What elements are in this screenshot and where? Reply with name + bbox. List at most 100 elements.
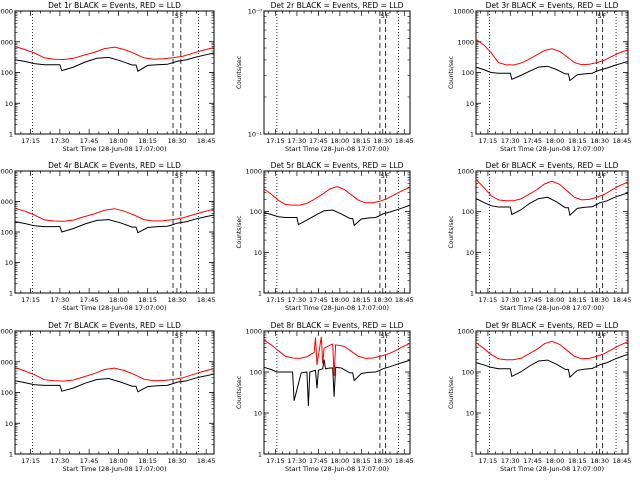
series-line-events bbox=[263, 204, 411, 227]
x-tick-label: 18:15 bbox=[568, 296, 587, 304]
annotation-s: S bbox=[598, 333, 602, 340]
y-tick-label: 1 bbox=[258, 290, 262, 298]
y-tick-label: 10000 bbox=[0, 168, 13, 176]
x-tick-label: 18:45 bbox=[613, 457, 632, 465]
series-line-lld bbox=[14, 207, 215, 222]
y-tick-label: 1000 bbox=[457, 38, 474, 46]
y-tick-label: 1 bbox=[9, 451, 13, 459]
x-tick-label: 18:15 bbox=[352, 457, 371, 465]
y-tick-label: 1 bbox=[9, 290, 13, 298]
chart-title: Det 4r BLACK = Events, RED = LLD bbox=[48, 161, 181, 170]
x-tick-label: 17:45 bbox=[523, 457, 542, 465]
annotation-f: F bbox=[386, 333, 390, 340]
x-tick-label: 17:45 bbox=[80, 296, 99, 304]
y-tick-label: 10 bbox=[466, 249, 474, 257]
x-axis-label: Start Time (28-Jun-08 17:07:00) bbox=[63, 465, 167, 473]
y-tick-label: 10⁻⁰ bbox=[248, 8, 263, 16]
annotation-s: S bbox=[175, 13, 179, 20]
x-tick-label: 17:15 bbox=[266, 137, 285, 145]
chart-panel-4: Det 4r BLACK = Events, RED = LLD 1 10 100 10… bbox=[0, 161, 216, 312]
chart-title: Det 5r BLACK = Events, RED = LLD bbox=[271, 161, 404, 170]
chart-title: Det 6r BLACK = Events, RED = LLD bbox=[486, 161, 619, 170]
series-line-events bbox=[14, 52, 215, 72]
x-tick-label: 18:45 bbox=[395, 137, 414, 145]
x-tick-label: 18:45 bbox=[197, 457, 216, 465]
series-line-lld bbox=[475, 38, 629, 66]
plot-frame bbox=[475, 170, 629, 294]
x-tick-label: 18:15 bbox=[352, 137, 371, 145]
x-tick-label: 18:15 bbox=[138, 137, 157, 145]
y-axis-label: Counts/sec bbox=[236, 56, 243, 89]
x-tick-label: 17:45 bbox=[80, 137, 99, 145]
chart-panel-9: Det 9r BLACK = Events, RED = LLD 1 10 100 10… bbox=[448, 321, 631, 473]
x-tick-label: 18:45 bbox=[197, 137, 216, 145]
chart-title: Det 7r BLACK = Events, RED = LLD bbox=[48, 321, 181, 330]
x-tick-label: 18:30 bbox=[168, 457, 187, 465]
annotation-s: S bbox=[175, 333, 179, 340]
y-axis-label: Counts/sec bbox=[236, 215, 243, 248]
chart-title: Det 3r BLACK = Events, RED = LLD bbox=[486, 1, 619, 10]
x-axis-label: Start Time (28-Jun-08 17:07:00) bbox=[285, 304, 389, 312]
y-tick-label: 100 bbox=[1, 389, 13, 397]
series-line-events bbox=[475, 353, 629, 379]
x-tick-label: 18:00 bbox=[330, 137, 349, 145]
annotation-f: F bbox=[603, 173, 607, 180]
x-tick-label: 18:30 bbox=[168, 137, 187, 145]
y-tick-label: 10 bbox=[5, 100, 13, 108]
x-tick-label: 17:30 bbox=[501, 457, 520, 465]
x-tick-label: 17:30 bbox=[51, 296, 70, 304]
x-tick-label: 18:15 bbox=[352, 296, 371, 304]
y-tick-label: 10000 bbox=[0, 328, 13, 336]
chart-title: Det 2r BLACK = Events, RED = LLD bbox=[271, 1, 404, 10]
chart-panel-3: Det 3r BLACK = Events, RED = LLD 1 10 100 10… bbox=[448, 1, 631, 153]
annotation-s: S bbox=[381, 13, 385, 20]
annotation-s: S bbox=[598, 13, 602, 20]
x-tick-label: 18:45 bbox=[197, 296, 216, 304]
chart-title: Det 1r BLACK = Events, RED = LLD bbox=[48, 1, 181, 10]
x-axis-label: Start Time (28-Jun-08 17:07:00) bbox=[285, 465, 389, 473]
x-tick-label: 17:30 bbox=[51, 137, 70, 145]
y-tick-label: 100 bbox=[250, 369, 262, 377]
x-tick-label: 18:15 bbox=[138, 457, 157, 465]
x-tick-label: 17:15 bbox=[21, 457, 40, 465]
series-line-lld bbox=[263, 186, 411, 206]
x-tick-label: 17:15 bbox=[479, 296, 498, 304]
plot-frame bbox=[263, 10, 411, 135]
y-tick-label: 10 bbox=[5, 259, 13, 267]
x-tick-label: 17:45 bbox=[80, 457, 99, 465]
x-tick-label: 18:00 bbox=[109, 457, 128, 465]
plot-frame bbox=[14, 170, 215, 294]
plot-frame bbox=[263, 330, 411, 455]
y-tick-label: 10 bbox=[5, 420, 13, 428]
x-tick-label: 17:15 bbox=[479, 137, 498, 145]
plot-frame bbox=[475, 330, 629, 455]
x-tick-label: 17:15 bbox=[21, 296, 40, 304]
chart-panel-6: Det 6r BLACK = Events, RED = LLD 1 10 100 10… bbox=[448, 161, 631, 312]
series-line-lld bbox=[14, 46, 215, 61]
x-tick-label: 18:00 bbox=[109, 137, 128, 145]
annotation-s: S bbox=[381, 173, 385, 180]
x-tick-label: 17:15 bbox=[479, 457, 498, 465]
x-axis-label: Start Time (28-Jun-08 17:07:00) bbox=[63, 145, 167, 153]
series-line-lld bbox=[475, 179, 629, 202]
y-tick-label: 100 bbox=[1, 69, 13, 77]
x-axis-label: Start Time (28-Jun-08 17:07:00) bbox=[63, 304, 167, 312]
y-axis-label: Counts/sec bbox=[448, 215, 455, 248]
y-tick-label: 1000 bbox=[245, 328, 262, 336]
plot-frame bbox=[14, 330, 215, 455]
y-tick-label: 100 bbox=[462, 369, 474, 377]
chart-title: Det 9r BLACK = Events, RED = LLD bbox=[486, 321, 619, 330]
y-tick-label: 1000 bbox=[457, 168, 474, 176]
chart-title: Det 8r BLACK = Events, RED = LLD bbox=[271, 321, 404, 330]
series-line-events bbox=[475, 192, 629, 217]
chart-panel-8: Det 8r BLACK = Events, RED = LLD 1 10 100 10… bbox=[236, 321, 414, 473]
y-axis-label: Counts/sec bbox=[448, 376, 455, 409]
annotation-s: S bbox=[175, 173, 179, 180]
annotation-f: F bbox=[386, 13, 390, 20]
plot-frame bbox=[14, 10, 215, 135]
x-tick-label: 18:00 bbox=[330, 457, 349, 465]
y-tick-label: 10⁻¹ bbox=[248, 131, 263, 139]
annotation-f: F bbox=[180, 173, 184, 180]
y-tick-label: 10 bbox=[466, 100, 474, 108]
y-tick-label: 1000 bbox=[0, 358, 13, 366]
